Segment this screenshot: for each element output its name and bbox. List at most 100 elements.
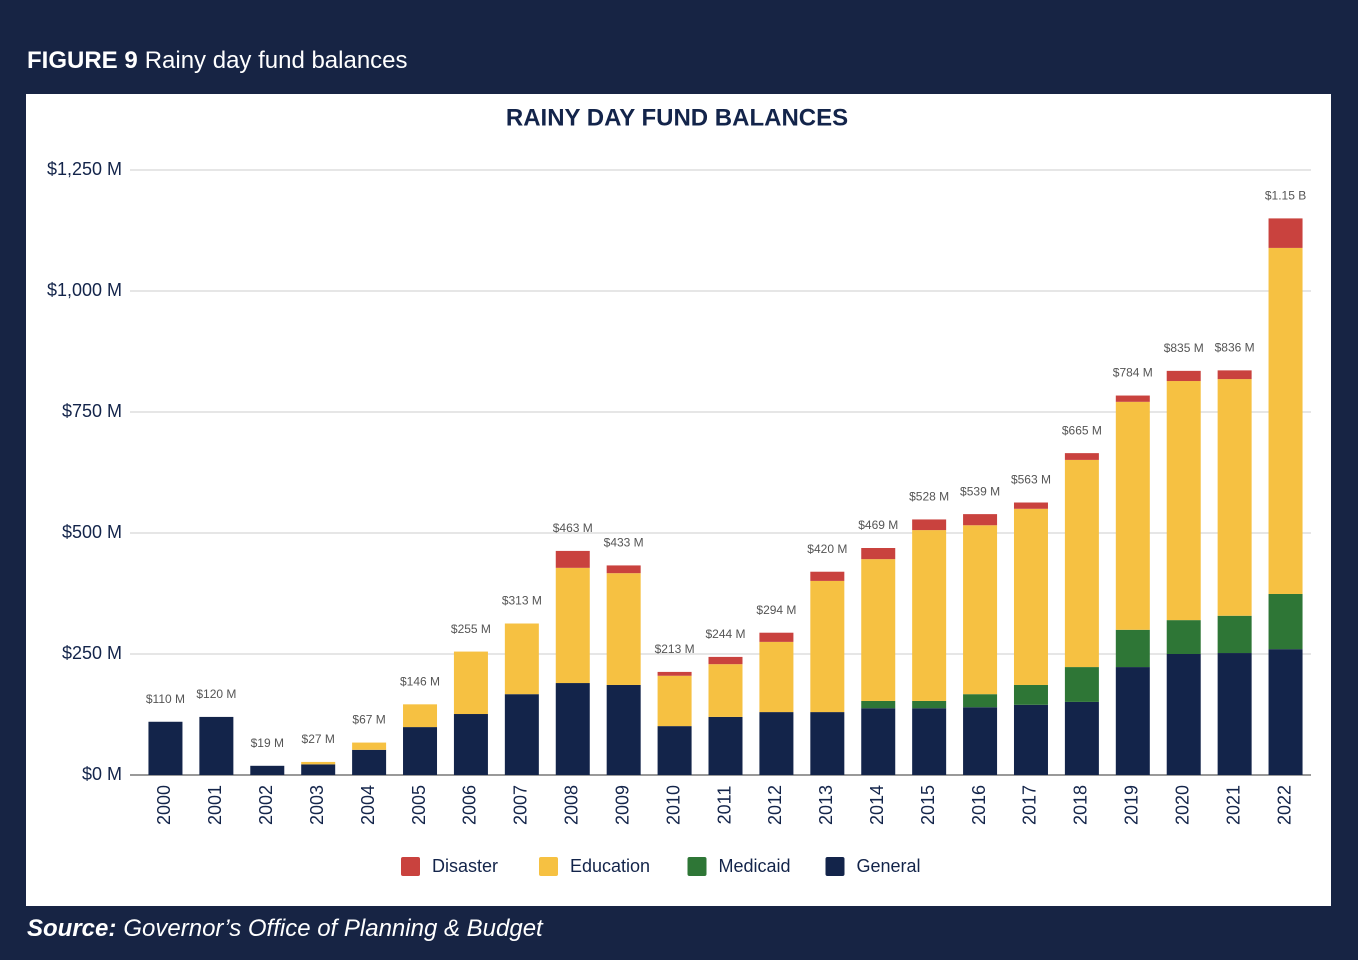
bar-segment bbox=[1064, 453, 1099, 460]
bar-segment bbox=[352, 749, 387, 775]
bar-segment bbox=[453, 714, 488, 775]
bar-segment bbox=[1115, 401, 1150, 630]
bar-segment bbox=[1115, 629, 1150, 668]
y-tick-label: $1,250 M bbox=[47, 159, 122, 179]
x-tick-label: 2007 bbox=[511, 785, 531, 825]
x-tick-label: 2004 bbox=[358, 785, 378, 825]
bar-segment bbox=[606, 565, 641, 574]
x-tick-label: 2017 bbox=[1020, 785, 1040, 825]
source: Source: Governor’s Office of Planning & B… bbox=[27, 915, 544, 942]
source-label: Source: bbox=[27, 915, 116, 942]
bar-segment bbox=[1217, 653, 1252, 775]
x-tick-label: 2012 bbox=[765, 785, 785, 825]
bar-segment bbox=[403, 704, 438, 728]
total-label: $27 M bbox=[302, 732, 335, 746]
total-label: $836 M bbox=[1215, 341, 1255, 355]
bar-segment bbox=[810, 580, 845, 713]
bar-segment bbox=[912, 530, 947, 701]
bar-segment bbox=[759, 641, 794, 713]
x-tick-label: 2018 bbox=[1071, 785, 1091, 825]
x-tick-label: 2000 bbox=[154, 785, 174, 825]
bar-segment bbox=[199, 716, 234, 775]
bar-segment bbox=[606, 684, 641, 775]
total-label: $294 M bbox=[756, 603, 796, 617]
bar-segment bbox=[861, 700, 896, 709]
bar-segment bbox=[759, 712, 794, 775]
bar-segment bbox=[1115, 667, 1150, 775]
x-tick-label: 2005 bbox=[409, 785, 429, 825]
legend-swatch bbox=[539, 857, 558, 876]
bar-segment bbox=[708, 664, 743, 717]
bar-segment bbox=[810, 571, 845, 581]
bar-segment bbox=[861, 559, 896, 701]
total-label: $539 M bbox=[960, 484, 1000, 498]
total-label: $665 M bbox=[1062, 423, 1102, 437]
bar-segment bbox=[1217, 615, 1252, 654]
bar-segment bbox=[1064, 459, 1099, 668]
x-tick-label: 2001 bbox=[205, 785, 225, 825]
bar-segment bbox=[1013, 684, 1048, 705]
total-label: $1.15 B bbox=[1265, 189, 1306, 203]
bar-segment bbox=[504, 623, 539, 695]
total-label: $563 M bbox=[1011, 473, 1051, 487]
total-label: $433 M bbox=[604, 536, 644, 550]
total-label: $313 M bbox=[502, 594, 542, 608]
source-text: Governor’s Office of Planning & Budget bbox=[123, 915, 544, 942]
total-label: $420 M bbox=[807, 542, 847, 556]
bar-segment bbox=[555, 567, 590, 684]
bar-segment bbox=[708, 656, 743, 665]
bar-segment bbox=[1064, 701, 1099, 775]
x-tick-label: 2022 bbox=[1274, 785, 1294, 825]
total-label: $110 M bbox=[146, 692, 185, 706]
figure-label: FIGURE 9 bbox=[27, 47, 138, 74]
bar-segment bbox=[912, 708, 947, 775]
y-tick-label: $750 M bbox=[62, 401, 122, 421]
total-label: $67 M bbox=[352, 713, 385, 727]
bar-segment bbox=[1268, 247, 1303, 594]
bar-segment bbox=[1268, 593, 1303, 650]
bar-segment bbox=[657, 671, 692, 676]
x-tick-label: 2002 bbox=[256, 785, 276, 825]
x-tick-label: 2019 bbox=[1122, 785, 1142, 825]
bar-segment bbox=[708, 716, 743, 775]
x-tick-label: 2020 bbox=[1172, 785, 1192, 825]
y-tick-label: $500 M bbox=[62, 522, 122, 542]
legend-swatch bbox=[825, 857, 845, 876]
total-label: $469 M bbox=[858, 518, 898, 532]
bar-segment bbox=[912, 700, 947, 709]
total-label: $463 M bbox=[553, 521, 593, 535]
bar-segment bbox=[1166, 370, 1201, 382]
x-tick-label: 2016 bbox=[969, 785, 989, 825]
bar-segment bbox=[453, 651, 488, 715]
legend-swatch bbox=[401, 857, 420, 876]
bar-segment bbox=[1013, 502, 1048, 509]
total-label: $120 M bbox=[196, 687, 236, 701]
x-tick-label: 2021 bbox=[1223, 785, 1243, 825]
bar-segment bbox=[1217, 379, 1252, 616]
legend-label: Medicaid bbox=[719, 856, 791, 876]
bar-segment bbox=[963, 694, 998, 708]
bar-segment bbox=[963, 525, 998, 695]
figure-heading: FIGURE 9 Rainy day fund balances bbox=[27, 47, 408, 74]
bar-segment bbox=[1166, 620, 1201, 654]
bar-segment bbox=[657, 726, 692, 775]
bar-segment bbox=[555, 550, 590, 568]
total-label: $213 M bbox=[655, 642, 695, 656]
bar-segment bbox=[301, 761, 336, 765]
y-tick-label: $1,000 M bbox=[47, 280, 122, 300]
legend-label: General bbox=[857, 856, 921, 876]
x-tick-label: 2003 bbox=[307, 785, 327, 825]
bar-segment bbox=[250, 765, 285, 775]
x-tick-label: 2015 bbox=[918, 785, 938, 825]
legend-label: Disaster bbox=[432, 856, 498, 876]
chart-title: RAINY DAY FUND BALANCES bbox=[506, 104, 848, 131]
bar-segment bbox=[1268, 218, 1303, 248]
figure-title: Rainy day fund balances bbox=[145, 47, 408, 74]
bar-segment bbox=[1013, 704, 1048, 775]
bar-segment bbox=[301, 764, 336, 775]
bar-segment bbox=[606, 573, 641, 685]
bar-segment bbox=[963, 707, 998, 775]
bar-segment bbox=[1115, 395, 1150, 402]
bar-segment bbox=[1166, 381, 1201, 621]
total-label: $244 M bbox=[705, 627, 745, 641]
